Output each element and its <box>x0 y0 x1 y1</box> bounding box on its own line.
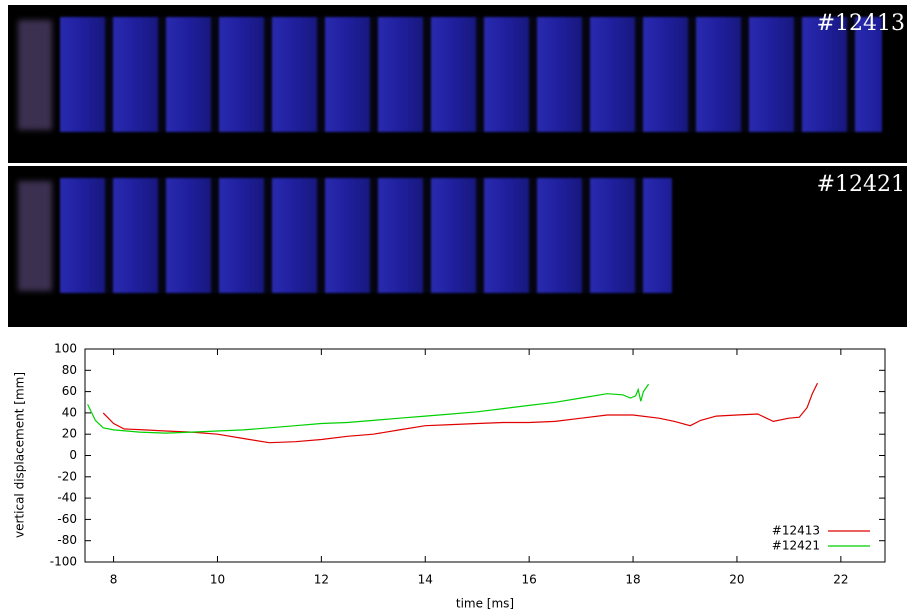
x-tick-label: 18 <box>625 573 640 587</box>
x-tick-label: 14 <box>418 573 433 587</box>
x-tick-label: 8 <box>110 573 118 587</box>
x-tick-label: 10 <box>210 573 225 587</box>
x-tick-label: 22 <box>833 573 848 587</box>
plot-frame <box>84 348 886 563</box>
frames <box>60 17 882 132</box>
x-tick-label: 16 <box>522 573 537 587</box>
y-tick-label: 100 <box>54 342 77 356</box>
image-label: #12421 <box>816 172 905 197</box>
legend-label: #12421 <box>772 539 820 553</box>
y-tick-label: 60 <box>62 384 77 398</box>
y-tick-label: -60 <box>57 512 77 526</box>
series-line <box>87 383 650 434</box>
frame <box>18 20 52 130</box>
y-tick-label: 80 <box>62 363 77 377</box>
y-tick-label: -40 <box>57 491 77 505</box>
y-tick-label: -80 <box>57 533 77 547</box>
y-axis-label: vertical displacement [mm] <box>13 372 27 538</box>
x-tick-label: 12 <box>314 573 329 587</box>
frames <box>60 178 672 293</box>
frame <box>18 181 52 291</box>
chart: time [ms] vertical displacement [mm] -10… <box>13 342 886 611</box>
image-strip: #12413 <box>8 5 907 163</box>
x-tick-label: 20 <box>729 573 744 587</box>
image-strip: #12421 <box>8 166 907 327</box>
y-tick-label: 40 <box>62 405 77 419</box>
series-line <box>102 382 819 444</box>
legend-label: #12413 <box>772 524 820 538</box>
image-label: #12413 <box>816 11 905 36</box>
y-tick-label: 20 <box>62 427 77 441</box>
y-tick-label: -100 <box>50 555 77 569</box>
y-tick-label: 0 <box>69 448 77 462</box>
y-tick-label: -20 <box>57 469 77 483</box>
x-axis-label: time [ms] <box>456 597 514 611</box>
